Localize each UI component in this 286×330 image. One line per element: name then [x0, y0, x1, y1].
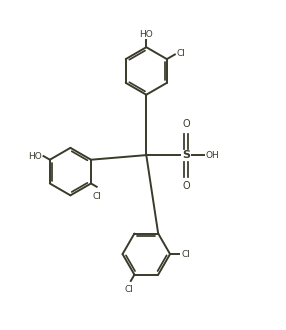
Text: Cl: Cl [125, 285, 134, 294]
Text: HO: HO [139, 30, 153, 39]
Text: HO: HO [28, 151, 42, 161]
Text: S: S [182, 150, 190, 160]
Text: OH: OH [206, 150, 219, 160]
Text: Cl: Cl [92, 192, 101, 201]
Text: O: O [182, 119, 190, 129]
Text: Cl: Cl [181, 249, 190, 259]
Text: O: O [182, 181, 190, 191]
Text: Cl: Cl [177, 49, 186, 58]
